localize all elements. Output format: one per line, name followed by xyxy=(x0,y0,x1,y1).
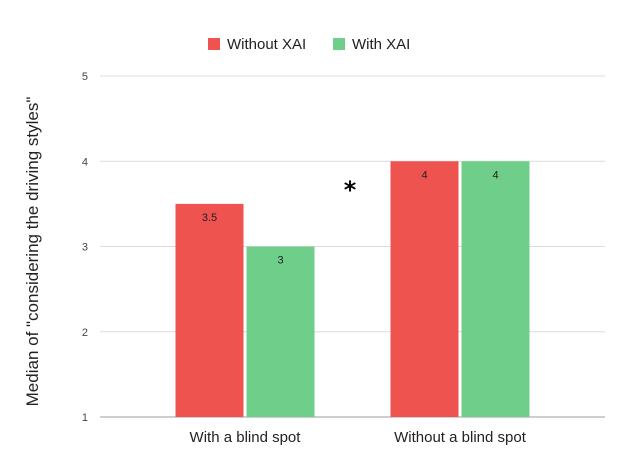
bar-with-xai-1 xyxy=(461,161,530,417)
y-tick-label-4: 4 xyxy=(82,156,88,168)
y-axis-title: Median of "considering the driving style… xyxy=(23,97,42,407)
legend-swatch-without-xai xyxy=(208,38,220,50)
y-tick-label-5: 5 xyxy=(82,71,88,83)
bar-without-xai-0 xyxy=(175,203,244,417)
data-label-without-xai-1: 4 xyxy=(421,169,427,181)
x-tick-label-1: Without a blind spot xyxy=(394,429,527,446)
bar-without-xai-1 xyxy=(390,161,459,417)
legend-label-without-xai: Without XAI xyxy=(227,36,306,53)
y-tick-label-3: 3 xyxy=(82,242,88,254)
y-tick-label-2: 2 xyxy=(82,327,88,339)
significance-annotation-0: * xyxy=(344,176,357,204)
data-label-with-xai-0: 3 xyxy=(277,255,283,267)
data-label-without-xai-0: 3.5 xyxy=(202,212,217,224)
bar-with-xai-0 xyxy=(246,246,315,417)
y-tick-label-1: 1 xyxy=(82,412,88,424)
legend-label-with-xai: With XAI xyxy=(352,36,410,53)
x-tick-label-0: With a blind spot xyxy=(190,429,302,446)
data-label-with-xai-1: 4 xyxy=(492,169,498,181)
legend-swatch-with-xai xyxy=(333,38,345,50)
